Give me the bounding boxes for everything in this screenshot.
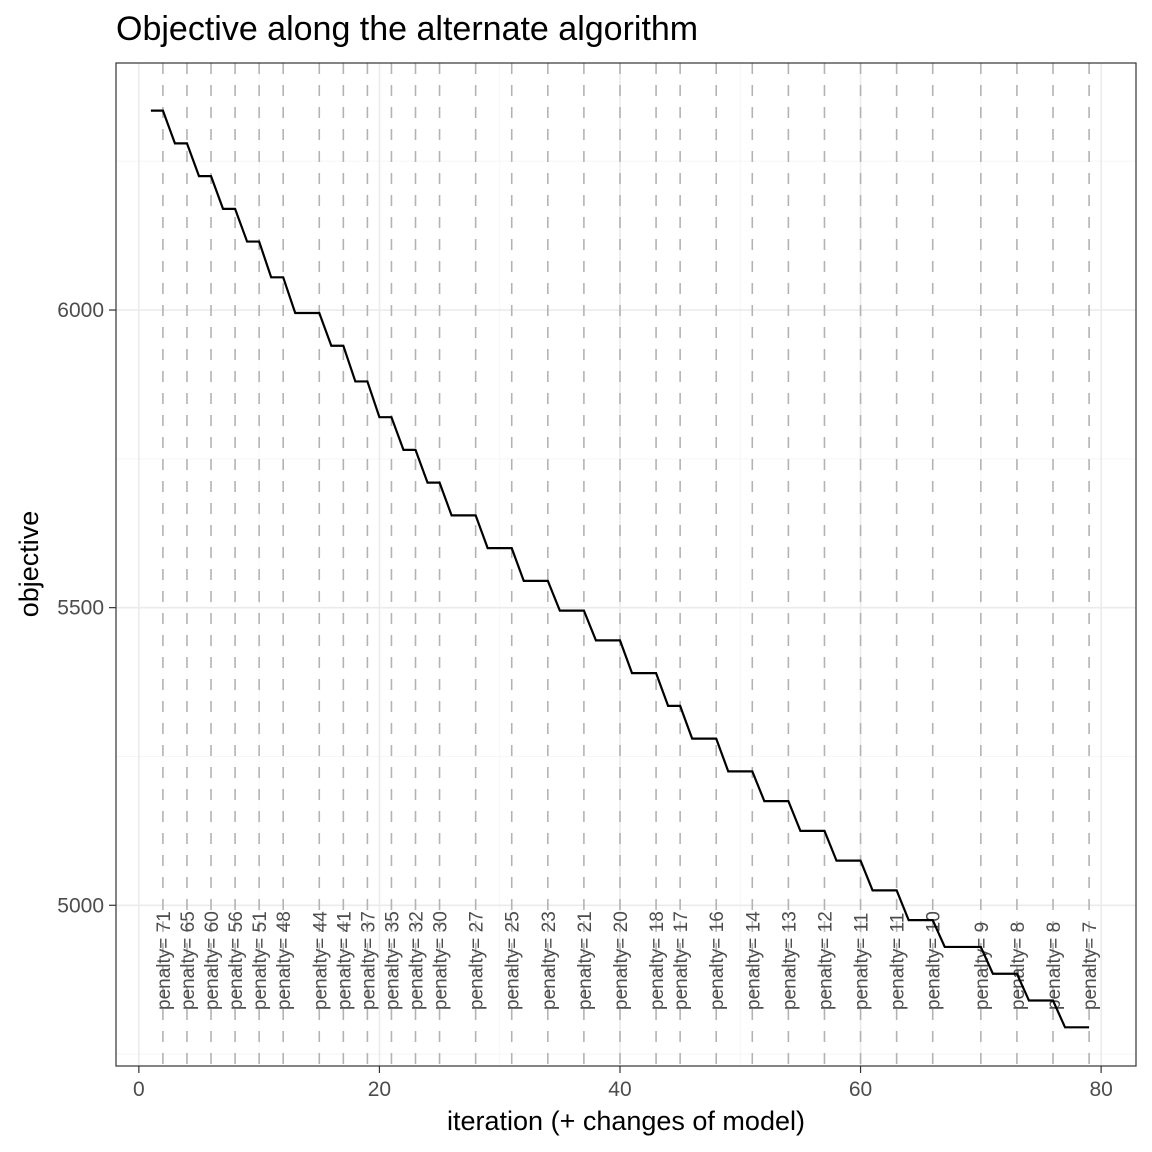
penalty-label: penalty= 17 (671, 911, 692, 1010)
penalty-label: penalty= 12 (815, 911, 836, 1010)
penalty-label: penalty= 23 (539, 911, 560, 1010)
penalty-label: penalty= 41 (334, 911, 355, 1010)
penalty-label: penalty= 18 (647, 911, 668, 1010)
penalty-label: penalty= 37 (358, 911, 379, 1010)
penalty-label: penalty= 30 (431, 911, 452, 1010)
penalty-label: penalty= 60 (202, 911, 223, 1010)
penalty-label: penalty= 9 (972, 922, 993, 1010)
x-tick-label: 80 (1089, 1078, 1112, 1101)
penalty-label: penalty= 32 (407, 911, 428, 1010)
penalty-label: penalty= 8 (1008, 922, 1029, 1010)
x-tick-label: 0 (133, 1078, 145, 1101)
penalty-label: penalty= 21 (575, 911, 596, 1010)
y-tick-label: 5500 (57, 597, 104, 620)
penalty-label: penalty= 16 (707, 911, 728, 1010)
penalty-label: penalty= 13 (779, 911, 800, 1010)
penalty-label: penalty= 8 (1044, 922, 1065, 1010)
x-axis-title: iteration (+ changes of model) (447, 1106, 805, 1136)
penalty-label: penalty= 56 (226, 911, 247, 1010)
objective-series-line (150, 109, 1090, 1029)
x-tick-label: 20 (368, 1078, 391, 1101)
grid (116, 63, 1136, 1066)
y-tick-label: 6000 (57, 299, 104, 322)
penalty-label: penalty= 65 (178, 911, 199, 1010)
penalty-label: penalty= 44 (310, 911, 331, 1010)
penalty-label: penalty= 71 (154, 911, 175, 1010)
penalty-label: penalty= 20 (611, 911, 632, 1010)
axes: 0 20 40 60 80 5000 5500 6000 (57, 299, 1113, 1101)
x-tick-label: 40 (608, 1078, 631, 1101)
penalty-label: penalty= 7 (1080, 922, 1101, 1010)
x-tick-label: 60 (849, 1078, 872, 1101)
penalty-label: penalty= 14 (743, 911, 764, 1010)
y-axis-title: objective (14, 511, 44, 618)
y-tick-label: 5000 (57, 894, 104, 917)
penalty-label: penalty= 11 (888, 913, 909, 1010)
chart-title: Objective along the alternate algorithm (116, 10, 698, 48)
penalty-label: penalty= 35 (382, 911, 403, 1010)
penalty-label: penalty= 51 (250, 911, 271, 1010)
penalty-label: penalty= 27 (467, 911, 488, 1010)
penalty-annotations: penalty= 71 penalty= 65 penalty= 60 penalty… (154, 911, 1101, 1010)
penalty-label: penalty= 48 (274, 911, 295, 1010)
penalty-label: penalty= 11 (852, 913, 873, 1010)
panel-border (115, 62, 1137, 1067)
penalty-label: penalty= 25 (503, 911, 524, 1010)
